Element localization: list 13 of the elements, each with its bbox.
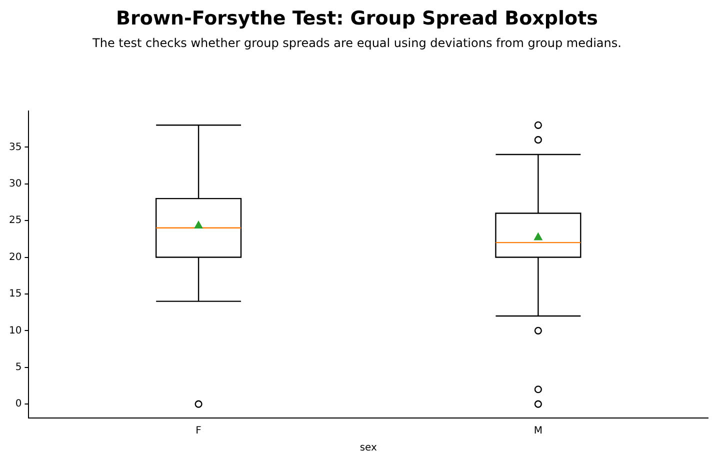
y-tick-label: 15 xyxy=(8,288,22,300)
x-tick-label: F xyxy=(196,426,202,437)
chart-title: Brown-Forsythe Test: Group Spread Boxplots xyxy=(116,7,598,30)
y-tick-label: 35 xyxy=(8,142,22,153)
y-tick-label: 0 xyxy=(15,398,22,410)
y-tick-label: 5 xyxy=(15,362,22,373)
y-tick-label: 30 xyxy=(8,178,22,190)
y-tick-label: 25 xyxy=(8,215,22,226)
x-axis-title: sex xyxy=(360,442,377,454)
x-tick-label: M xyxy=(534,426,542,437)
y-tick-label: 10 xyxy=(8,325,22,336)
chart-subtitle: The test checks whether group spreads are equal using deviations from group medians. xyxy=(92,36,622,50)
y-tick-label: 20 xyxy=(8,252,22,263)
